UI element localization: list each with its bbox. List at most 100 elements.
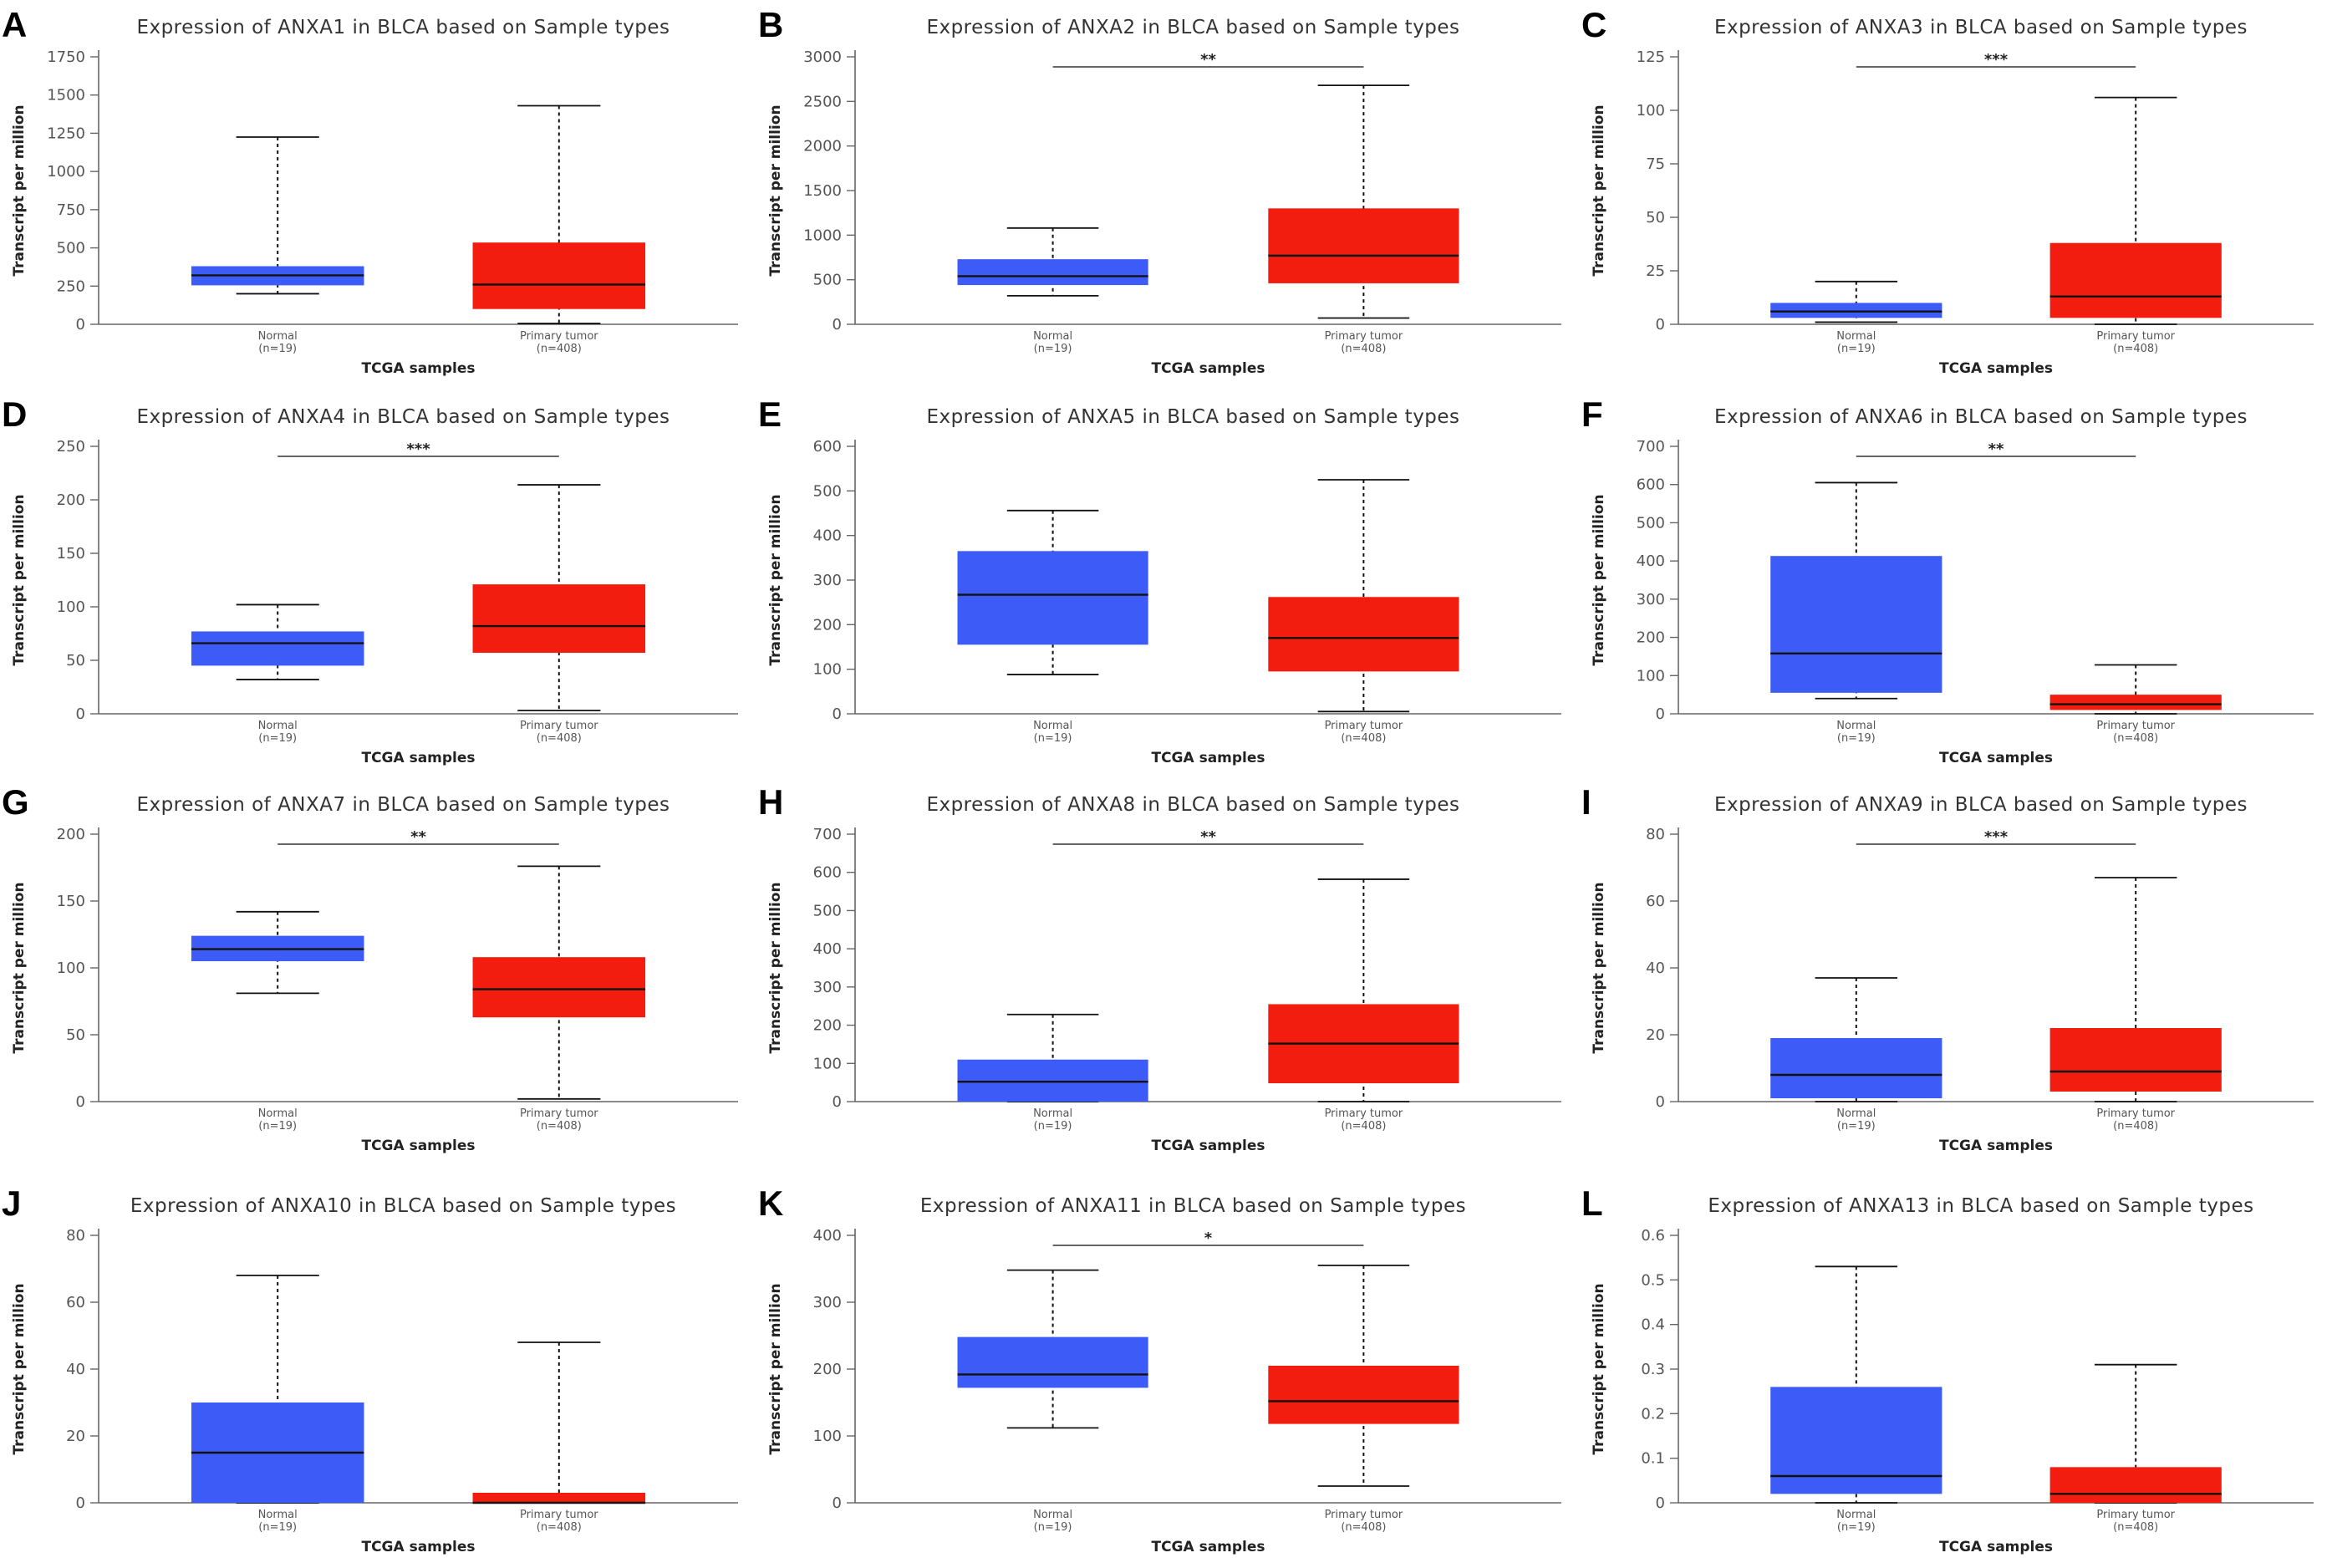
y-tick-label: 25 xyxy=(1646,262,1665,280)
x-category-count: (n=19) xyxy=(1837,732,1876,745)
y-tick-label: 400 xyxy=(813,1227,842,1245)
x-category-count: (n=408) xyxy=(2113,343,2158,355)
x-category-label: Primary tumor xyxy=(1325,1107,1403,1120)
x-category-label: Normal xyxy=(1836,1509,1876,1521)
x-category-label: Normal xyxy=(258,330,298,343)
chart-title: Expression of ANXA5 in BLCA based on Sam… xyxy=(926,406,1459,428)
panel-l: L Expression of ANXA13 in BLCA based on S… xyxy=(1581,1184,2314,1555)
y-tick-label: 0 xyxy=(1656,316,1665,333)
y-tick-label: 2000 xyxy=(803,138,842,155)
iqr-box xyxy=(957,259,1148,286)
x-category-count: (n=19) xyxy=(1034,1120,1072,1133)
y-tick-label: 0 xyxy=(832,1494,842,1512)
y-axis-label: Transcript per million xyxy=(1591,104,1607,276)
box-primary-tumor xyxy=(1268,479,1459,713)
y-tick-label: 100 xyxy=(813,1055,842,1072)
box-normal xyxy=(191,910,364,995)
box-normal xyxy=(957,509,1148,675)
iqr-box xyxy=(957,1059,1148,1102)
panel-letter: J xyxy=(2,1184,21,1223)
panel-letter: L xyxy=(1581,1184,1603,1223)
y-tick-label: 80 xyxy=(1646,826,1665,843)
y-tick-label: 250 xyxy=(57,277,85,295)
y-tick-label: 0.3 xyxy=(1641,1361,1665,1378)
y-tick-label: 50 xyxy=(66,1026,85,1044)
y-tick-label: 40 xyxy=(1646,960,1665,977)
y-tick-label: 200 xyxy=(57,826,85,843)
y-tick-label: 700 xyxy=(813,826,842,843)
x-category-label: Normal xyxy=(1836,1107,1876,1120)
x-category-label: Primary tumor xyxy=(2096,720,2175,732)
y-tick-label: 500 xyxy=(813,902,842,919)
y-tick-label: 750 xyxy=(57,201,85,219)
x-category-count: (n=408) xyxy=(2113,1521,2158,1534)
x-category-count: (n=408) xyxy=(1341,1521,1386,1534)
iqr-box xyxy=(2049,242,2222,318)
y-tick-label: 60 xyxy=(1646,893,1665,910)
y-tick-label: 60 xyxy=(66,1294,85,1311)
y-tick-label: 50 xyxy=(66,652,85,669)
x-category-count: (n=19) xyxy=(258,343,297,355)
panel-d: D Expression of ANXA4 in BLCA based on Sa… xyxy=(2,395,738,766)
y-tick-label: 600 xyxy=(813,438,842,456)
x-category-count: (n=408) xyxy=(2113,732,2158,745)
box-primary-tumor xyxy=(2049,664,2222,715)
box-normal xyxy=(1770,977,1942,1102)
x-category-label: Normal xyxy=(258,720,298,732)
iqr-box xyxy=(957,1336,1148,1388)
x-category-count: (n=408) xyxy=(1341,732,1386,745)
y-tick-label: 200 xyxy=(57,491,85,509)
x-axis-label: TCGA samples xyxy=(1151,360,1265,377)
y-tick-label: 0.5 xyxy=(1641,1271,1665,1289)
chart-title: Expression of ANXA4 in BLCA based on Sam… xyxy=(136,406,670,428)
y-tick-label: 400 xyxy=(813,527,842,545)
iqr-box xyxy=(957,551,1148,645)
box-primary-tumor xyxy=(2049,96,2222,325)
y-tick-label: 200 xyxy=(813,616,842,634)
y-axis-label: Transcript per million xyxy=(767,104,784,276)
x-category-label: Primary tumor xyxy=(2096,1509,2175,1521)
y-tick-label: 0 xyxy=(1656,705,1665,723)
y-tick-label: 0 xyxy=(1656,1494,1665,1512)
x-category-count: (n=19) xyxy=(1837,1120,1876,1133)
significance-label: *** xyxy=(1984,828,2009,846)
y-tick-label: 300 xyxy=(813,979,842,996)
y-tick-label: 500 xyxy=(813,482,842,500)
panel-g: G Expression of ANXA7 in BLCA based on Sa… xyxy=(2,782,738,1154)
y-tick-label: 500 xyxy=(57,240,85,257)
iqr-box xyxy=(472,242,646,309)
y-tick-label: 0 xyxy=(76,705,85,723)
x-category-label: Primary tumor xyxy=(1325,1509,1403,1521)
panel-letter: A xyxy=(2,5,27,44)
x-category-label: Normal xyxy=(258,1509,298,1521)
x-category-label: Primary tumor xyxy=(520,1107,598,1120)
x-category-label: Normal xyxy=(258,1107,298,1120)
x-category-count: (n=408) xyxy=(1341,1120,1386,1133)
y-tick-label: 700 xyxy=(1637,438,1665,456)
y-tick-label: 600 xyxy=(813,864,842,882)
box-primary-tumor xyxy=(2049,1363,2222,1504)
panel-letter: K xyxy=(758,1184,783,1223)
x-category-count: (n=19) xyxy=(258,732,297,745)
x-category-count: (n=19) xyxy=(258,1521,297,1534)
x-category-count: (n=408) xyxy=(2113,1120,2158,1133)
panel-letter: D xyxy=(2,395,27,434)
x-category-label: Primary tumor xyxy=(2096,330,2175,343)
iqr-box xyxy=(472,1493,646,1503)
y-axis-label: Transcript per million xyxy=(1591,494,1607,665)
iqr-box xyxy=(191,631,364,666)
box-primary-tumor xyxy=(1268,1265,1459,1487)
y-axis-label: Transcript per million xyxy=(11,104,28,276)
x-category-label: Normal xyxy=(1033,720,1072,732)
chart-title: Expression of ANXA10 in BLCA based on Sa… xyxy=(130,1195,676,1217)
panel-letter: E xyxy=(758,395,782,434)
y-tick-label: 400 xyxy=(1637,552,1665,570)
x-category-label: Primary tumor xyxy=(520,330,598,343)
chart-title: Expression of ANXA1 in BLCA based on Sam… xyxy=(136,17,670,38)
y-tick-label: 0 xyxy=(832,705,842,723)
significance-label: ** xyxy=(1200,51,1216,69)
y-tick-label: 100 xyxy=(57,960,85,977)
panel-e: E Expression of ANXA5 in BLCA based on Sa… xyxy=(758,395,1561,766)
y-tick-label: 1500 xyxy=(47,87,85,104)
y-tick-label: 500 xyxy=(813,272,842,289)
